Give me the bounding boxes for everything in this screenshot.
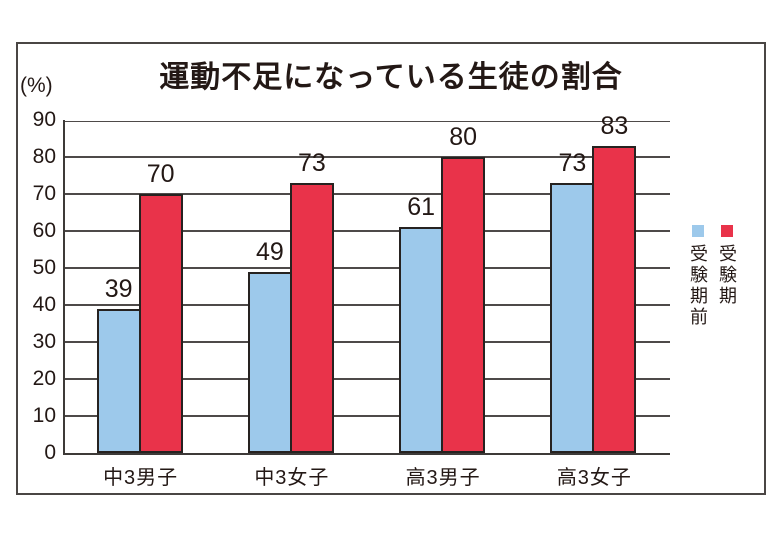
gridline-40: [65, 304, 670, 306]
gridline-30: [65, 341, 670, 343]
bar-before-exam-4: [550, 182, 595, 453]
y-tick-label-0: 0: [44, 441, 56, 464]
x-category-label-1: 中3男子: [103, 467, 179, 489]
y-tick-label-40: 40: [32, 293, 56, 316]
y-axis-unit-label: (%): [20, 74, 53, 97]
gridline-50: [65, 267, 670, 269]
legend-swatch-before-exam: [692, 225, 704, 237]
bar-before-exam-2: [247, 271, 292, 453]
gridline-20: [65, 378, 670, 380]
gridline-60: [65, 230, 670, 232]
bar-exam-period-3: [441, 157, 486, 453]
bar-value-label-exam-period-2: 73: [297, 148, 326, 177]
bar-exam-period-2: [289, 182, 334, 453]
legend-label-before-exam: 受験期前: [688, 244, 708, 328]
bar-value-label-exam-period-4: 83: [600, 111, 629, 140]
x-category-label-3: 高3男子: [405, 467, 481, 489]
plot-area: 39 70 49 73 61 80 73 83: [63, 113, 670, 455]
y-tick-label-90: 90: [32, 108, 56, 131]
bar-before-exam-3: [399, 227, 444, 453]
y-tick-label-20: 20: [32, 367, 56, 390]
gridline-10: [65, 415, 670, 417]
y-tick-label-80: 80: [32, 145, 56, 168]
gridline-70: [65, 193, 670, 195]
bar-exam-period-4: [592, 145, 637, 453]
legend-label-exam-period: 受験期: [717, 244, 737, 307]
bar-value-label-before-exam-4: 73: [558, 148, 587, 177]
bar-value-label-before-exam-2: 49: [255, 237, 284, 266]
chart-title: 運動不足になっている生徒の割合: [159, 61, 623, 94]
bar-value-label-exam-period-3: 80: [449, 123, 478, 151]
bar-exam-period-1: [138, 194, 183, 453]
y-tick-label-70: 70: [32, 182, 56, 205]
bar-value-label-before-exam-1: 39: [104, 274, 133, 303]
legend: 受験期前 受験期: [688, 225, 737, 328]
legend-item-exam-period: 受験期: [717, 225, 737, 307]
y-tick-label-10: 10: [32, 404, 56, 427]
gridline-90: [65, 120, 670, 123]
bar-before-exam-1: [96, 308, 141, 453]
y-tick-label-60: 60: [32, 219, 56, 242]
legend-swatch-exam-period: [721, 225, 733, 237]
x-category-label-2: 中3女子: [254, 467, 330, 489]
y-tick-label-50: 50: [32, 256, 56, 279]
x-category-label-4: 高3女子: [556, 467, 632, 489]
gridline-80: [65, 156, 670, 158]
bar-value-label-exam-period-1: 70: [146, 160, 175, 188]
bar-value-label-before-exam-3: 61: [407, 193, 436, 222]
y-tick-label-30: 30: [32, 330, 56, 353]
legend-item-before-exam: 受験期前: [688, 225, 708, 328]
